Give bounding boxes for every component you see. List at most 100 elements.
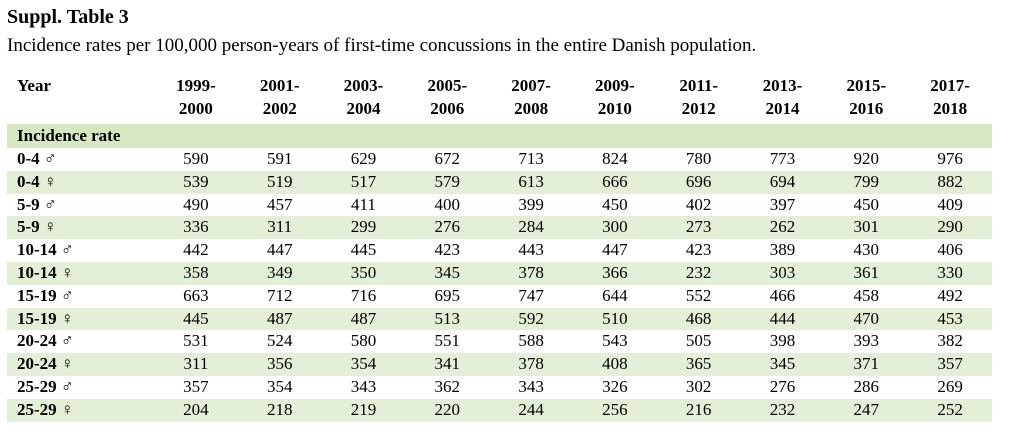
table-row: 0-4 ♀ 539 519 517 579 613 666 696 694 799 882 bbox=[7, 170, 992, 194]
age-group-cell: 15-19 ♀ bbox=[7, 307, 154, 331]
age-group-cell: 20-24 ♂ bbox=[7, 330, 154, 354]
rate-cell: 400 bbox=[405, 193, 490, 217]
period-header-line: 2000 bbox=[178, 99, 213, 118]
period-header-line: 2004 bbox=[346, 99, 381, 118]
period-header-line: 2006 bbox=[430, 99, 465, 118]
table-row: 20-24 ♀ 311 356 354 341 378 408 365 345 371 357 bbox=[7, 353, 992, 376]
rate-cell: 694 bbox=[740, 170, 825, 194]
rate-cell: 552 bbox=[656, 284, 741, 308]
period-header-line: 1999- bbox=[176, 76, 216, 95]
table-row: 10-14 ♂ 442 447 445 423 443 447 423 389 430 406 bbox=[7, 239, 992, 262]
rate-cell: 513 bbox=[405, 307, 490, 331]
age-group-label: 20-24 bbox=[17, 331, 57, 351]
age-group-label: 15-19 bbox=[17, 285, 57, 305]
male-symbol-icon: ♂ bbox=[43, 149, 57, 168]
period-header-line: 2003- bbox=[343, 76, 384, 95]
rate-cell: 345 bbox=[405, 261, 490, 285]
rate-cell: 444 bbox=[740, 307, 825, 331]
period-header: 2009- 2010 bbox=[573, 74, 657, 124]
rate-cell: 629 bbox=[321, 148, 406, 171]
rate-cell: 345 bbox=[740, 353, 825, 376]
period-header: 2003- 2004 bbox=[322, 74, 406, 124]
rate-cell: 445 bbox=[321, 239, 406, 262]
rate-cell: 366 bbox=[572, 261, 657, 285]
age-group-cell: 0-4 ♀ bbox=[7, 170, 154, 194]
period-header: 2013- 2014 bbox=[741, 74, 825, 124]
rate-cell: 273 bbox=[656, 216, 741, 240]
period-header-line: 2017- bbox=[930, 76, 970, 95]
rate-cell: 490 bbox=[154, 193, 238, 217]
period-header-line: 2015- bbox=[846, 76, 887, 95]
rate-cell: 269 bbox=[908, 375, 992, 399]
rate-cell: 663 bbox=[154, 284, 238, 308]
rate-cell: 543 bbox=[572, 330, 657, 354]
table-row: 25-29 ♀ 204 218 219 220 244 256 216 232 247 252 bbox=[7, 398, 992, 422]
period-header-line: 2012 bbox=[681, 99, 716, 118]
rate-cell: 716 bbox=[321, 284, 406, 308]
rate-cell: 252 bbox=[908, 398, 992, 422]
period-header-line: 2014 bbox=[765, 99, 800, 118]
rate-cell: 290 bbox=[908, 216, 992, 240]
male-symbol-icon: ♂ bbox=[60, 331, 74, 351]
rate-cell: 590 bbox=[154, 148, 238, 171]
rate-cell: 349 bbox=[237, 261, 322, 285]
table-title: Suppl. Table 3 bbox=[7, 6, 129, 28]
rate-cell: 531 bbox=[154, 330, 238, 354]
period-header: 2017- 2018 bbox=[908, 74, 992, 124]
rate-cell: 247 bbox=[824, 398, 909, 422]
rate-cell: 362 bbox=[405, 375, 490, 399]
rate-cell: 453 bbox=[908, 307, 992, 331]
rate-cell: 487 bbox=[321, 307, 406, 331]
rate-cell: 216 bbox=[656, 398, 741, 422]
rate-cell: 468 bbox=[656, 307, 741, 331]
table-row: 0-4 ♂ 590 591 629 672 713 824 780 773 920 976 bbox=[7, 148, 992, 171]
period-header-line: 2016 bbox=[849, 99, 884, 118]
age-group-cell: 5-9 ♀ bbox=[7, 216, 154, 240]
rate-cell: 341 bbox=[405, 353, 490, 376]
female-symbol-icon: ♀ bbox=[60, 262, 74, 282]
rate-cell: 398 bbox=[740, 330, 825, 354]
rate-cell: 780 bbox=[656, 148, 741, 171]
rate-cell: 219 bbox=[321, 398, 406, 422]
female-symbol-icon: ♀ bbox=[60, 399, 74, 419]
rate-cell: 824 bbox=[572, 148, 657, 171]
rate-cell: 505 bbox=[656, 330, 741, 354]
rate-cell: 276 bbox=[405, 216, 490, 240]
age-group-cell: 15-19 ♂ bbox=[7, 284, 154, 308]
rate-cell: 284 bbox=[489, 216, 573, 240]
incidence-table: Year 1999- 2000 2001- 2002 2003- 2004 2005- 200… bbox=[7, 74, 992, 422]
period-header-line: 2018 bbox=[933, 99, 968, 118]
rate-cell: 336 bbox=[154, 216, 238, 240]
rate-cell: 470 bbox=[824, 307, 909, 331]
rate-cell: 591 bbox=[237, 148, 322, 171]
rate-cell: 713 bbox=[489, 148, 573, 171]
female-symbol-icon: ♀ bbox=[43, 171, 57, 191]
rate-cell: 423 bbox=[656, 239, 741, 262]
period-header-line: 2011- bbox=[679, 76, 719, 95]
rate-cell: 613 bbox=[489, 170, 573, 194]
rate-cell: 458 bbox=[824, 284, 909, 308]
rate-cell: 262 bbox=[740, 216, 825, 240]
rate-cell: 382 bbox=[908, 330, 992, 354]
rate-cell: 409 bbox=[908, 193, 992, 217]
period-header-line: 2010 bbox=[597, 99, 632, 118]
period-header-line: 2013- bbox=[762, 76, 803, 95]
rate-cell: 450 bbox=[824, 193, 909, 217]
rate-cell: 696 bbox=[656, 170, 741, 194]
rate-cell: 358 bbox=[154, 261, 238, 285]
rate-cell: 220 bbox=[405, 398, 490, 422]
rate-cell: 311 bbox=[154, 353, 238, 376]
rate-cell: 343 bbox=[321, 375, 406, 399]
rate-cell: 326 bbox=[572, 375, 657, 399]
rate-cell: 276 bbox=[740, 375, 825, 399]
age-group-label: 25-29 bbox=[17, 399, 57, 419]
age-group-label: 10-14 bbox=[17, 262, 57, 282]
rate-cell: 371 bbox=[824, 353, 909, 376]
age-group-cell: 0-4 ♂ bbox=[7, 148, 154, 171]
period-header: 2015- 2016 bbox=[824, 74, 908, 124]
rate-cell: 666 bbox=[572, 170, 657, 194]
period-header: 2007- 2008 bbox=[489, 74, 573, 124]
rate-cell: 517 bbox=[321, 170, 406, 194]
section-row: Incidence rate bbox=[7, 124, 992, 148]
age-group-cell: 25-29 ♂ bbox=[7, 375, 154, 399]
